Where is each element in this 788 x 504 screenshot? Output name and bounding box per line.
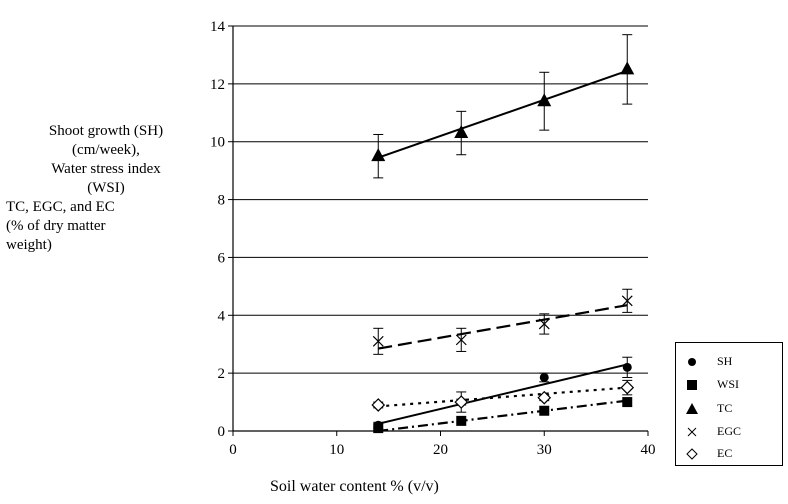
y-label-line-6: (% of dry matter [6,218,106,234]
gridlines [233,25,648,374]
y-label-line-1: Shoot growth (SH) [48,123,164,139]
point-wsi-38 [622,397,633,408]
trend-lines [377,69,628,433]
legend-label-tc: TC [717,401,733,415]
trend-line-tc [377,69,628,159]
legend-label-wsi: WSI [717,377,739,391]
y-tick-label-12: 12 [210,77,225,93]
legend-circle-icon [688,358,696,366]
x-tick-label-40: 40 [641,442,656,458]
legend-cross-icon [687,427,697,437]
y-tick-label-6: 6 [218,250,226,266]
legend-item-sh: SH [676,353,782,369]
legend-item-ec: EC [676,445,782,461]
legend-item-tc: TC [676,400,782,416]
trend-line-sh [378,363,628,425]
trend-line-egc [378,304,628,350]
legend-label-ec: EC [717,446,733,460]
point-ec-38 [620,380,635,395]
y-tick-label-10: 10 [210,135,225,151]
legend-label-sh: SH [717,354,733,368]
x-tick-label-10: 10 [329,442,344,458]
trend-line-ec [378,386,628,408]
y-tick-label-0: 0 [218,424,226,440]
y-axis-label: Shoot growth (SH) (cm/week), Water stres… [6,122,206,255]
x-tick-label-20: 20 [433,442,448,458]
point-wsi-14 [373,423,384,434]
point-egc-30 [538,318,550,330]
point-sh-38 [622,362,632,372]
point-tc-22 [454,125,469,139]
y-tick-label-4: 4 [218,308,226,324]
legend-label-egc: EGC [717,424,741,438]
x-axis-label: Soil water content % (v/v) [270,478,439,495]
point-tc-30 [537,93,552,107]
error-bars [373,34,633,429]
point-sh-30 [539,372,549,382]
y-label-line-5: TC, EGC, and EC [6,199,115,215]
axes: 0 2 4 6 8 10 12 14 0 10 20 30 40 [210,19,656,458]
legend-diamond-icon [686,448,698,460]
x-tick-label-30: 30 [537,442,552,458]
trend-line-wsi [378,399,628,433]
y-label-line-7: weight) [6,237,52,253]
legend-item-egc: EGC [676,423,782,439]
point-egc-38 [621,295,633,307]
x-tick-label-0: 0 [229,442,237,458]
y-tick-label-14: 14 [210,19,226,35]
legend-square-icon [687,380,697,390]
point-tc-38 [620,61,635,75]
point-egc-22 [455,334,467,346]
point-ec-22 [454,395,469,409]
y-tick-label-2: 2 [218,366,226,382]
point-egc-14 [372,335,384,347]
point-ec-30 [537,390,552,405]
point-wsi-30 [539,405,550,416]
y-label-line-3: Water stress index [51,161,161,177]
legend: SH WSI TC EGC EC [675,342,783,466]
point-wsi-22 [456,415,467,426]
data-markers [371,61,635,434]
point-tc-14 [371,148,386,162]
y-label-line-4: (WSI) [87,180,125,196]
point-ec-14 [371,398,386,412]
y-label-line-2: (cm/week), [72,142,140,158]
y-tick-label-8: 8 [218,193,226,209]
legend-triangle-icon [686,403,698,414]
legend-item-wsi: WSI [676,376,782,392]
